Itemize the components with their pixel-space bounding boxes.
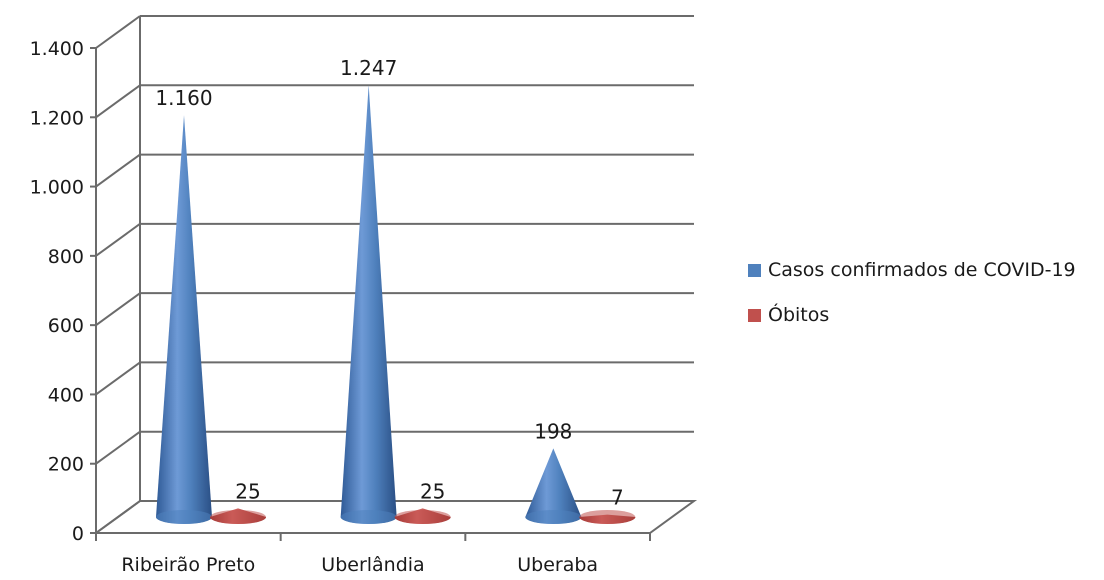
y-tick-label: 800 [48, 246, 84, 268]
gridline-side [95, 223, 141, 257]
y-tick-label: 1.000 [30, 177, 84, 199]
cone-cases [156, 115, 212, 525]
y-tick-label: 600 [48, 315, 84, 337]
x-tick-label: Uberlândia [321, 554, 424, 575]
y-tick-label: 200 [48, 454, 84, 476]
cone-cases [340, 85, 397, 524]
cone-body [525, 448, 582, 524]
y-tick-label: 0 [72, 523, 84, 545]
gridline-side [95, 15, 141, 49]
gridline-side [95, 430, 141, 465]
cone-deaths [210, 508, 266, 524]
x-tick-label: Ribeirão Preto [121, 554, 255, 575]
legend-swatch-cases [748, 263, 761, 277]
cone-base [340, 510, 397, 524]
gridline-side [95, 153, 141, 188]
legend: Casos confirmados de COVID-19 Óbitos [748, 256, 1076, 346]
y-tick-label: 400 [48, 384, 84, 406]
cone-base [156, 510, 212, 524]
data-label-cases: 198 [534, 419, 572, 443]
gridline-side [95, 361, 141, 396]
y-tick-label: 1.400 [30, 38, 84, 60]
cone-base [210, 510, 266, 524]
legend-item-cases: Casos confirmados de COVID-19 [748, 256, 1076, 284]
cone-base [394, 510, 451, 524]
legend-label-cases: Casos confirmados de COVID-19 [768, 259, 1076, 281]
cone-base [579, 510, 636, 524]
data-label-deaths: 25 [235, 479, 260, 503]
data-label-deaths: 25 [420, 479, 445, 503]
gridline-side [95, 292, 141, 326]
cone-deaths [394, 508, 451, 524]
cone-deaths [579, 510, 636, 524]
legend-item-deaths: Óbitos [748, 301, 1076, 329]
cone-base [525, 510, 582, 524]
y-tick-label: 1.200 [30, 107, 84, 129]
cone-body [340, 85, 397, 524]
x-tick-label: Uberaba [517, 554, 598, 575]
legend-swatch-deaths [748, 308, 761, 322]
gridline-side [95, 500, 141, 534]
gridline-side [95, 84, 141, 119]
cone-cases [525, 448, 582, 524]
legend-label-deaths: Óbitos [768, 304, 830, 326]
data-label-cases: 1.160 [155, 86, 212, 110]
data-label-cases: 1.247 [340, 56, 397, 80]
cone-body [156, 115, 212, 525]
data-label-deaths: 7 [611, 486, 624, 510]
